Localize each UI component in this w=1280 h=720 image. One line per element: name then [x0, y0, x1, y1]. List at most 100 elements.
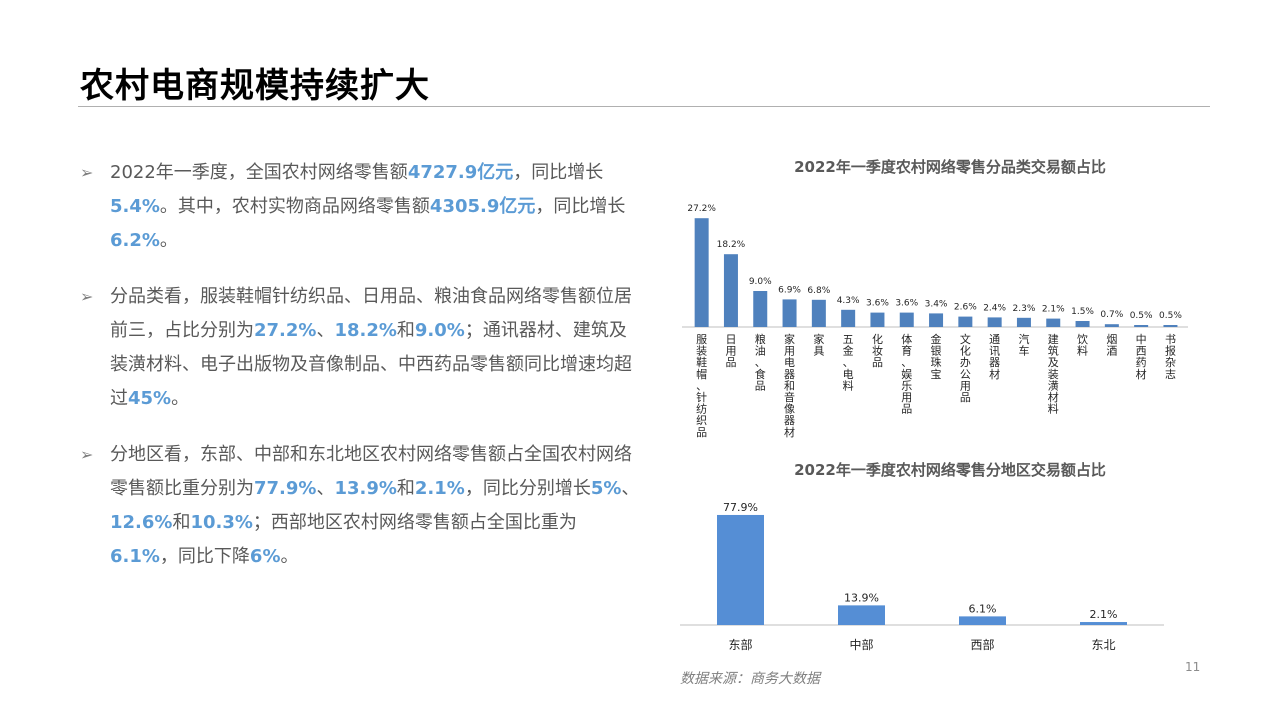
arrow-bullet-icon: ➢ [80, 287, 94, 306]
data-label: 0.5% [1130, 311, 1153, 321]
category-label: 体育、娱乐用品 [901, 332, 912, 416]
data-label: 3.6% [895, 299, 918, 309]
highlight-value: 27.2% [254, 320, 317, 341]
category-label: 汽车 [1018, 332, 1029, 358]
text-segment: ，同比下降 [159, 546, 250, 567]
bar [753, 291, 768, 327]
highlight-value: 2.1% [414, 478, 465, 499]
text-segment: 分品类看，服装鞋帽针纺织品、日用品、粮油食品网络零售额位居前三，占比分别为 [110, 286, 632, 341]
category-label: 文化办公用品 [960, 332, 971, 404]
highlight-value: 6.2% [110, 230, 160, 251]
category-label: 化妆品 [872, 332, 883, 369]
category-label: 中部 [849, 637, 873, 652]
highlight-value: 12.6% [110, 512, 173, 533]
page-number: 11 [1185, 660, 1201, 674]
bullet-item-category: ➢ 分品类看，服装鞋帽针纺织品、日用品、粮油食品网络零售额位居前三，占比分别为2… [80, 280, 640, 416]
data-source-note: 数据来源：商务大数据 [680, 671, 820, 687]
category-label: 中西药材 [1136, 333, 1147, 381]
bar [1134, 325, 1149, 327]
text-segment: 。其中，农村实物商品网络零售额 [159, 196, 430, 217]
category-label: 东部 [728, 637, 752, 652]
category-chart-title: 2022年一季度农村网络零售分品类交易额占比 [794, 158, 1106, 176]
highlight-value: 9.0% [414, 320, 465, 341]
bar [870, 312, 885, 327]
bar [899, 312, 914, 327]
bullet-item-region: ➢ 分地区看，东部、中部和东北地区农村网络零售额占全国农村网络零售额比重分别为7… [80, 438, 640, 574]
highlight-value: 6.1% [110, 546, 160, 567]
highlight-value: 6% [249, 546, 281, 567]
text-segment: 、 [316, 478, 335, 499]
text-segment: ；西部地区农村网络零售额占全国比重为 [252, 512, 577, 533]
highlight-value: 77.9% [254, 478, 317, 499]
bar [717, 514, 764, 625]
data-label: 0.5% [1159, 311, 1182, 321]
bar [1104, 324, 1119, 327]
category-label: 书报杂志 [1165, 333, 1176, 381]
data-label: 2.1% [1090, 608, 1118, 621]
text-segment: 。 [159, 230, 178, 251]
highlight-value: 5.4% [110, 196, 160, 217]
bar [838, 605, 885, 625]
highlight-value: 4305.9亿元 [429, 196, 536, 217]
category-label: 五金、电料 [843, 333, 854, 392]
text-segment: 。 [171, 388, 190, 409]
text-segment: 、 [621, 478, 640, 499]
category-label: 饮料 [1077, 333, 1088, 358]
bar [1016, 317, 1031, 327]
bar [694, 218, 709, 327]
data-label: 6.9% [778, 285, 801, 295]
data-label: 27.2% [687, 204, 716, 214]
text-segment: 。 [280, 546, 299, 567]
bullet-list: ➢ 2022年一季度，全国农村网络零售额4727.9亿元，同比增长5.4%。其中… [80, 156, 640, 596]
bar [1046, 318, 1061, 327]
data-label: 2.6% [954, 303, 977, 313]
category-label: 服装鞋帽、针纺织品 [696, 333, 707, 439]
bar [929, 313, 944, 327]
data-label: 0.7% [1100, 310, 1123, 320]
text-segment: ，同比增长 [535, 196, 626, 217]
text-segment: 和 [396, 478, 415, 499]
bar [723, 254, 738, 327]
region-chart-title: 2022年一季度农村网络零售分地区交易额占比 [794, 461, 1106, 479]
data-label: 1.5% [1071, 307, 1094, 317]
bar [811, 299, 826, 327]
text-segment: 和 [396, 320, 415, 341]
bar [841, 309, 856, 327]
bullet-item-online-retail: ➢ 2022年一季度，全国农村网络零售额4727.9亿元，同比增长5.4%。其中… [80, 156, 640, 258]
bullet-text: 分地区看，东部、中部和东北地区农村网络零售额占全国农村网络零售额比重分别为77.… [110, 438, 640, 574]
region-bar-chart: 77.9% 东部 13.9% 中部 6.1% 西部 2.1% 东北 [680, 501, 1164, 652]
slide-title: 农村电商规模持续扩大 [80, 66, 430, 106]
category-label: 日用品 [725, 333, 736, 369]
text-segment: ；通讯器材、建筑及装潢材料、电子出版物及音像制品、中西药品零售额同比增速均超过 [110, 320, 632, 409]
category-label: 建筑及装潢材料 [1048, 332, 1059, 416]
data-label: 13.9% [844, 591, 879, 604]
category-label: 东北 [1091, 638, 1115, 652]
data-label: 2.3% [1013, 304, 1036, 314]
category-bar-chart: 27.2% 服装鞋帽、针纺织品 18.2% 日用品 9.0% 粮油、食品 6.9% 家用电器和… [682, 204, 1188, 439]
bar [782, 299, 797, 327]
data-label: 3.4% [925, 299, 948, 309]
category-label: 家具 [813, 332, 824, 358]
text-segment: ，同比分别增长 [464, 478, 591, 499]
highlight-value: 13.9% [334, 478, 397, 499]
data-label: 6.8% [807, 286, 830, 296]
highlight-value: 18.2% [334, 320, 397, 341]
bar [1080, 622, 1127, 625]
data-label: 6.1% [969, 602, 997, 615]
highlight-value: 45% [128, 388, 172, 409]
bar [987, 317, 1002, 327]
bar [1163, 325, 1178, 327]
category-label: 烟酒 [1106, 332, 1117, 358]
bullet-text: 分品类看，服装鞋帽针纺织品、日用品、粮油食品网络零售额位居前三，占比分别为27.… [110, 280, 640, 416]
data-label: 9.0% [749, 277, 772, 287]
arrow-bullet-icon: ➢ [80, 445, 94, 464]
bullet-text: 2022年一季度，全国农村网络零售额4727.9亿元，同比增长5.4%。其中，农… [110, 156, 640, 258]
text-segment: 和 [172, 512, 191, 533]
arrow-bullet-icon: ➢ [80, 163, 94, 182]
data-label: 2.1% [1042, 305, 1065, 315]
category-label: 西部 [970, 637, 994, 652]
highlight-value: 5% [590, 478, 622, 499]
bar [959, 616, 1006, 625]
text-segment: 2022年一季度，全国农村网络零售额 [110, 162, 408, 183]
text-segment: ，同比增长 [513, 162, 604, 183]
